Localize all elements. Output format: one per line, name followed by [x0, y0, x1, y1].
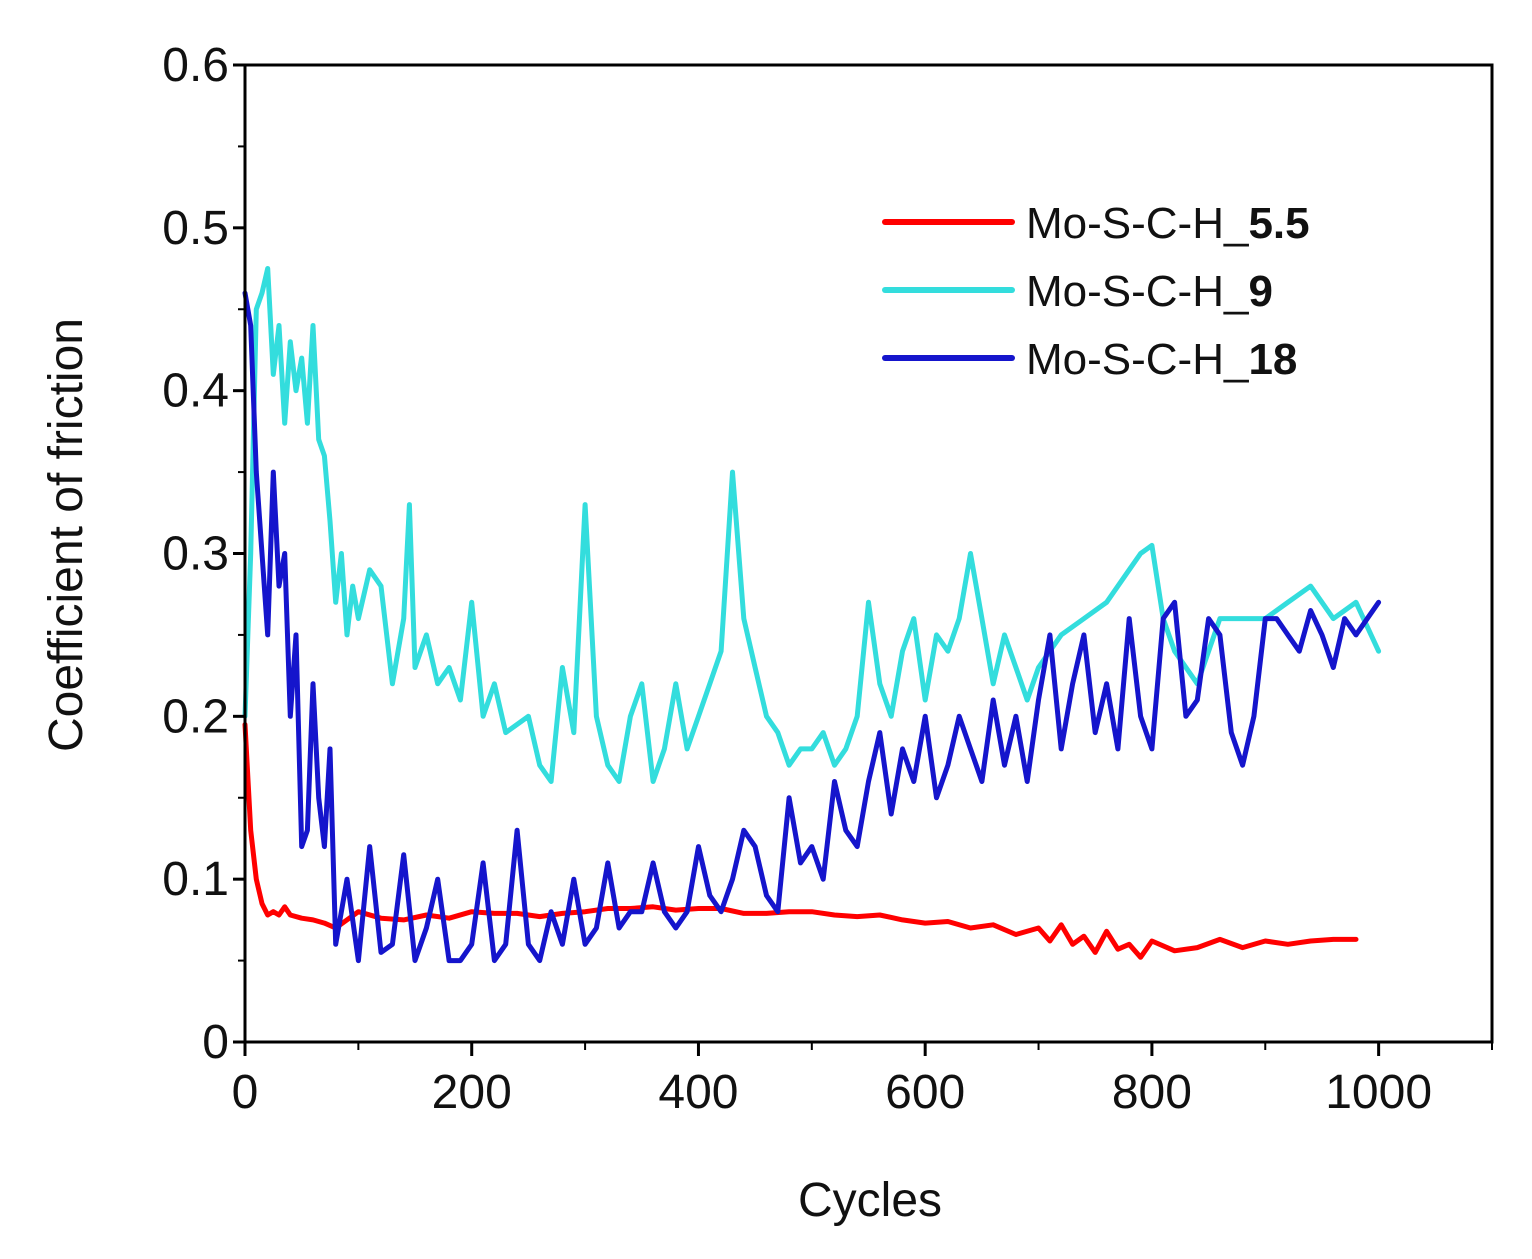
x-axis-title: Cycles: [798, 1174, 942, 1227]
legend-entry-5-5: Mo-S-C-H_5.5: [1026, 199, 1310, 248]
x-tick-label: 600: [885, 1066, 965, 1119]
y-tick-label: 0.3: [162, 528, 229, 581]
legend: Mo-S-C-H_5.5Mo-S-C-H_9Mo-S-C-H_18: [882, 199, 1310, 384]
ticks-layer: 0 200 400 600 800 1000 0 0.1 0.2 0.3 0.4 0.5 0.6: [162, 39, 1493, 1119]
series-layer: [242, 266, 1382, 964]
series-line-5-5: [242, 722, 1359, 960]
legend-label-prefix: Mo-S-C-H_: [1026, 199, 1249, 248]
x-tick-label: 400: [658, 1066, 738, 1119]
series-line-18: [242, 290, 1382, 964]
legend-label-suffix: 5.5: [1248, 199, 1309, 248]
x-tick-label: 1000: [1325, 1066, 1432, 1119]
legend-label-prefix: Mo-S-C-H_: [1026, 267, 1249, 316]
y-tick-label: 0.4: [162, 365, 229, 418]
y-tick-label: 0.5: [162, 202, 229, 255]
y-tick-label: 0: [202, 1016, 229, 1069]
legend-label-prefix: Mo-S-C-H_: [1026, 335, 1249, 384]
x-tick-label: 0: [232, 1066, 259, 1119]
y-tick-label: 0.6: [162, 39, 229, 92]
y-tick-label: 0.2: [162, 690, 229, 743]
series-line-9: [242, 266, 1382, 784]
y-axis-title: Coefficient of friction: [40, 318, 93, 752]
y-tick-label: 0.1: [162, 853, 229, 906]
legend-label-suffix: 18: [1248, 335, 1297, 384]
x-tick-label: 800: [1112, 1066, 1192, 1119]
legend-entry-18: Mo-S-C-H_18: [1026, 335, 1297, 384]
x-tick-label: 200: [432, 1066, 512, 1119]
legend-entry-9: Mo-S-C-H_9: [1026, 267, 1273, 316]
legend-label-suffix: 9: [1248, 267, 1272, 316]
